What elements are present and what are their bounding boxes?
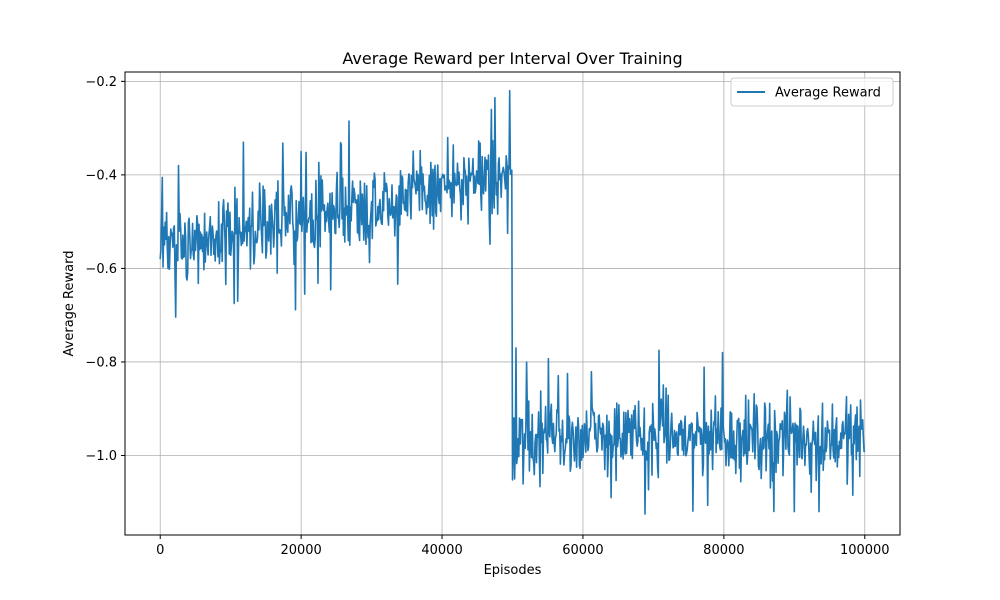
- x-axis-title: Episodes: [484, 563, 542, 578]
- axis-ticks: 0 20000 40000 60000 80000 100000 −1.0 −0.8 −0.6 −…: [85, 75, 889, 558]
- y-tick-label: −0.4: [85, 168, 117, 183]
- x-tick-label: 40000: [421, 543, 462, 558]
- y-tick-label: −0.2: [85, 75, 117, 90]
- x-tick-label: 20000: [280, 543, 321, 558]
- x-tick-label: 100000: [840, 543, 890, 558]
- plot-frame: [124, 71, 901, 536]
- series-line-0: [159, 89, 866, 515]
- legend-label: Average Reward: [775, 86, 881, 101]
- series-lines: [159, 89, 866, 515]
- y-axis-title: Average Reward: [62, 251, 77, 357]
- chart-title: Average Reward per Interval Over Trainin…: [342, 49, 682, 68]
- y-tick-label: −0.6: [85, 262, 117, 277]
- y-tick-label: −1.0: [85, 449, 117, 464]
- x-tick-label: 80000: [703, 543, 744, 558]
- legend-box: [730, 77, 894, 107]
- x-tick-label: 0: [156, 543, 164, 558]
- x-tick-label: 60000: [562, 543, 603, 558]
- legend: Average Reward: [730, 77, 894, 107]
- y-tick-label: −0.8: [85, 355, 117, 370]
